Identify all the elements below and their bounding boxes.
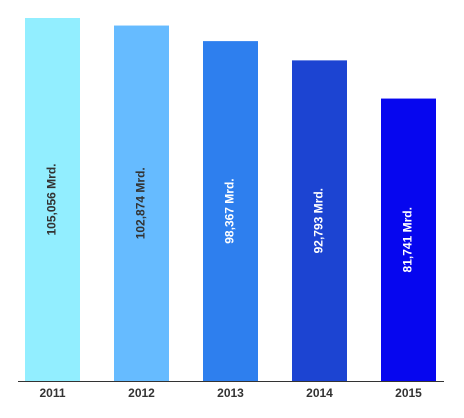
- bar: [25, 18, 80, 381]
- x-tick-label: 2012: [128, 386, 155, 400]
- value-label: 105,056 Mrd.: [45, 163, 59, 235]
- x-tick-label: 2015: [395, 386, 422, 400]
- bar: [381, 98, 436, 382]
- bar: [292, 60, 347, 381]
- x-tick-label: 2011: [39, 386, 65, 400]
- x-tick-label: 2014: [306, 386, 333, 400]
- value-label: 102,874 Mrd.: [134, 167, 148, 239]
- value-label: 81,741 Mrd.: [401, 207, 415, 272]
- value-label: 92,793 Mrd.: [312, 188, 326, 253]
- value-label: 98,367 Mrd.: [223, 178, 237, 243]
- x-tick-label: 2013: [217, 386, 244, 400]
- bar: [114, 25, 169, 382]
- bar: [203, 41, 258, 382]
